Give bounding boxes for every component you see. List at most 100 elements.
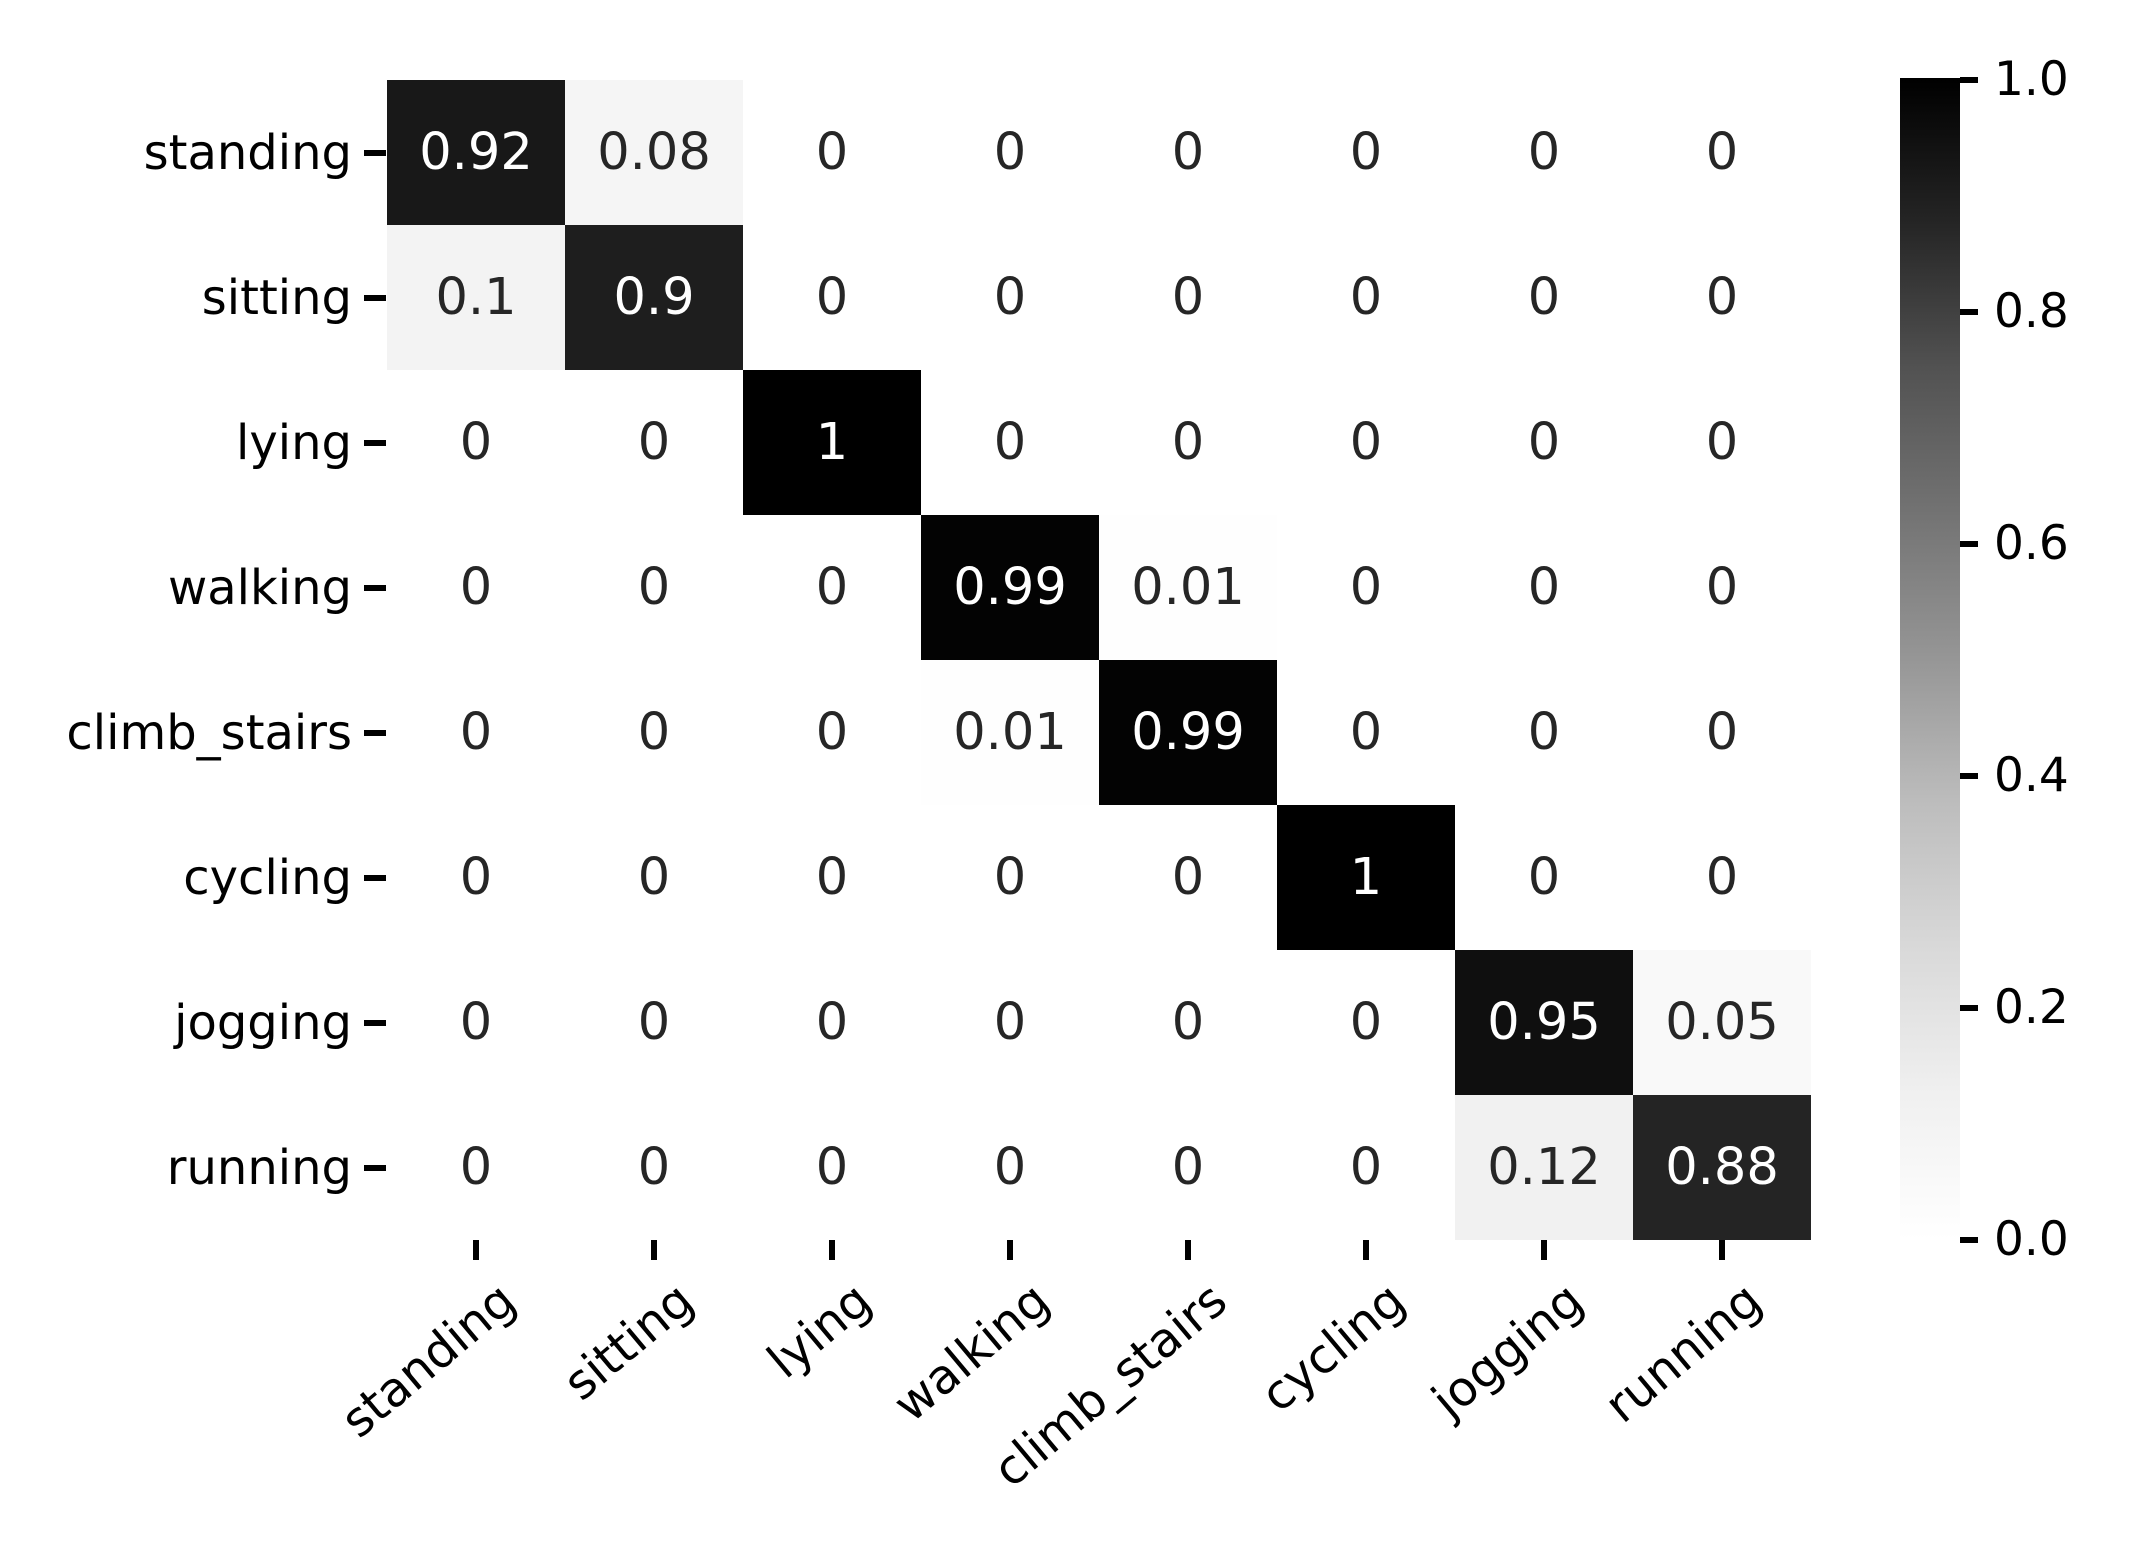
cell-cycling-jogging: 0	[1455, 805, 1633, 950]
cell-running-jogging: 0.12	[1455, 1095, 1633, 1240]
cell-running-standing: 0	[387, 1095, 565, 1240]
y-tick-label-standing: standing	[143, 124, 352, 181]
x-tick-mark	[1719, 1240, 1725, 1260]
cell-running-cycling: 0	[1277, 1095, 1455, 1240]
cell-jogging-walking: 0	[921, 950, 1099, 1095]
colorbar-tick-mark	[1960, 309, 1978, 315]
cell-lying-standing: 0	[387, 370, 565, 515]
y-tick-mark	[364, 1019, 386, 1026]
cell-walking-climb_stairs: 0.01	[1099, 515, 1277, 660]
cell-running-climb_stairs: 0	[1099, 1095, 1277, 1240]
cell-cycling-cycling: 1	[1277, 805, 1455, 950]
cell-lying-sitting: 0	[565, 370, 743, 515]
cell-lying-climb_stairs: 0	[1099, 370, 1277, 515]
cell-jogging-lying: 0	[743, 950, 921, 1095]
cell-lying-jogging: 0	[1455, 370, 1633, 515]
x-tick-mark	[1007, 1240, 1013, 1260]
y-tick-mark	[364, 294, 386, 301]
x-tick-label-text-cycling: cycling	[1250, 1272, 1416, 1424]
cell-sitting-lying: 0	[743, 225, 921, 370]
cell-walking-running: 0	[1633, 515, 1811, 660]
cell-sitting-sitting: 0.9	[565, 225, 743, 370]
cell-running-walking: 0	[921, 1095, 1099, 1240]
y-tick-label-running: running	[166, 1139, 352, 1196]
x-tick-label-text-standing: standing	[330, 1272, 526, 1449]
y-tick-label-cycling: cycling	[183, 849, 352, 906]
y-tick-mark	[364, 149, 386, 156]
heatmap-grid: 0.92 0.08 0 0 0 0 0 0 0.1 0.9 0 0 0 0 0 0 0 0 1 0 0 0 0 0 0 0 0 0.9…	[387, 80, 1811, 1240]
cell-lying-running: 0	[1633, 370, 1811, 515]
y-tick-label-walking: walking	[167, 559, 352, 616]
cell-jogging-climb_stairs: 0	[1099, 950, 1277, 1095]
colorbar-tick-mark	[1960, 77, 1978, 83]
colorbar-tick-label-0.4: 0.4	[1994, 748, 2069, 803]
cell-running-running: 0.88	[1633, 1095, 1811, 1240]
y-tick-label-climb_stairs: climb_stairs	[66, 704, 352, 761]
cell-climb_stairs-standing: 0	[387, 660, 565, 805]
cell-sitting-running: 0	[1633, 225, 1811, 370]
x-tick-mark	[829, 1240, 835, 1260]
cell-climb_stairs-lying: 0	[743, 660, 921, 805]
cell-walking-sitting: 0	[565, 515, 743, 660]
y-tick-mark	[364, 729, 386, 736]
x-tick-mark	[1363, 1240, 1369, 1260]
cell-walking-standing: 0	[387, 515, 565, 660]
colorbar-tick-label-0.2: 0.2	[1994, 980, 2069, 1035]
y-tick-mark	[364, 584, 386, 591]
cell-standing-jogging: 0	[1455, 80, 1633, 225]
x-tick-label-text-walking: walking	[883, 1272, 1060, 1434]
cell-walking-lying: 0	[743, 515, 921, 660]
x-tick-mark	[1185, 1240, 1191, 1260]
cell-climb_stairs-cycling: 0	[1277, 660, 1455, 805]
cell-running-lying: 0	[743, 1095, 921, 1240]
cell-sitting-standing: 0.1	[387, 225, 565, 370]
cell-climb_stairs-sitting: 0	[565, 660, 743, 805]
colorbar-tick-mark	[1960, 773, 1978, 779]
cell-climb_stairs-running: 0	[1633, 660, 1811, 805]
x-tick-label-text-lying: lying	[757, 1272, 882, 1390]
cell-lying-cycling: 0	[1277, 370, 1455, 515]
cell-standing-running: 0	[1633, 80, 1811, 225]
y-tick-mark	[364, 1164, 386, 1171]
cell-running-sitting: 0	[565, 1095, 743, 1240]
x-tick-mark	[1541, 1240, 1547, 1260]
cell-sitting-climb_stairs: 0	[1099, 225, 1277, 370]
cell-standing-walking: 0	[921, 80, 1099, 225]
y-tick-mark	[364, 439, 386, 446]
colorbar-tick-mark	[1960, 1005, 1978, 1011]
cell-climb_stairs-climb_stairs: 0.99	[1099, 660, 1277, 805]
y-tick-label-sitting: sitting	[201, 269, 352, 326]
x-tick-mark	[473, 1240, 479, 1260]
cell-standing-lying: 0	[743, 80, 921, 225]
colorbar-tick-label-0.6: 0.6	[1994, 516, 2069, 571]
cell-jogging-jogging: 0.95	[1455, 950, 1633, 1095]
cell-jogging-cycling: 0	[1277, 950, 1455, 1095]
cell-cycling-walking: 0	[921, 805, 1099, 950]
cell-standing-sitting: 0.08	[565, 80, 743, 225]
cell-sitting-jogging: 0	[1455, 225, 1633, 370]
cell-cycling-sitting: 0	[565, 805, 743, 950]
cell-standing-climb_stairs: 0	[1099, 80, 1277, 225]
cell-cycling-climb_stairs: 0	[1099, 805, 1277, 950]
cell-lying-lying: 1	[743, 370, 921, 515]
colorbar-tick-label-0.0: 0.0	[1994, 1212, 2069, 1267]
colorbar-tick-label-0.8: 0.8	[1994, 284, 2069, 339]
cell-jogging-standing: 0	[387, 950, 565, 1095]
x-tick-label-text-jogging: jogging	[1421, 1272, 1594, 1430]
x-tick-label-text-running: running	[1594, 1272, 1772, 1434]
cell-cycling-running: 0	[1633, 805, 1811, 950]
x-tick-mark	[651, 1240, 657, 1260]
colorbar-tick-label-1.0: 1.0	[1994, 52, 2069, 107]
cell-sitting-cycling: 0	[1277, 225, 1455, 370]
cell-cycling-standing: 0	[387, 805, 565, 950]
y-tick-label-lying: lying	[236, 414, 352, 471]
cell-sitting-walking: 0	[921, 225, 1099, 370]
cell-walking-jogging: 0	[1455, 515, 1633, 660]
cell-climb_stairs-walking: 0.01	[921, 660, 1099, 805]
y-tick-mark	[364, 874, 386, 881]
cell-jogging-sitting: 0	[565, 950, 743, 1095]
y-tick-label-jogging: jogging	[174, 994, 352, 1051]
cell-standing-standing: 0.92	[387, 80, 565, 225]
colorbar-gradient	[1900, 78, 1960, 1240]
